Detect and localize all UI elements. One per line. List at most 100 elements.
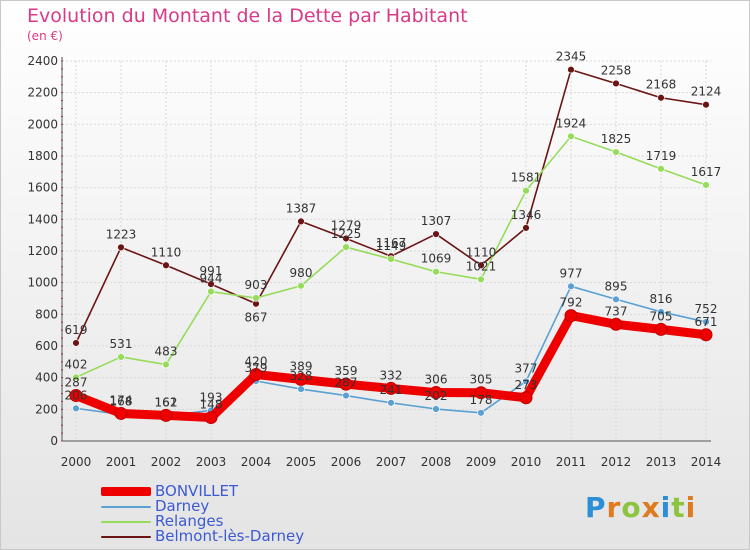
series-point-relanges-2011 bbox=[567, 132, 575, 141]
series-point-belmont-les-darney-2008 bbox=[432, 230, 440, 238]
legend-swatch-belmont bbox=[101, 536, 151, 538]
series-point-darney-2008 bbox=[432, 405, 440, 413]
x-tick-label-2005: 2005 bbox=[286, 455, 317, 469]
data-label-relanges-2000: 402 bbox=[65, 357, 88, 371]
series-point-belmont-les-darney-2000 bbox=[72, 339, 80, 347]
series-point-darney-2006 bbox=[342, 391, 350, 400]
series-point-relanges-2005 bbox=[297, 282, 305, 290]
series-point-belmont-les-darney-2005 bbox=[297, 217, 305, 226]
data-label-relanges-2013: 1719 bbox=[646, 149, 677, 163]
x-tick-label-2001: 2001 bbox=[106, 455, 137, 469]
y-tick-label-800: 800 bbox=[35, 307, 58, 321]
data-label-bonvillet-2001: 174 bbox=[110, 393, 133, 407]
series-point-relanges-2000 bbox=[72, 373, 80, 382]
axis-layer: 0 200 400 600 800 1000 1200 1400 1600 1800 2000 220… bbox=[27, 54, 721, 469]
proxiti-logo-letter: i bbox=[685, 491, 697, 524]
data-label-relanges-2007: 1149 bbox=[376, 239, 407, 253]
data-label-belmont-les-darney-2001: 1223 bbox=[106, 227, 137, 241]
data-label-relanges-2008: 1069 bbox=[421, 252, 452, 266]
grid-layer bbox=[62, 60, 711, 442]
data-label-relanges-2012: 1825 bbox=[601, 132, 632, 146]
series-point-bonvillet-2005 bbox=[294, 372, 308, 386]
data-label-darney-2013: 816 bbox=[650, 292, 673, 306]
data-label-belmont-les-darney-2005: 1387 bbox=[286, 201, 317, 215]
series-point-relanges-2009 bbox=[477, 275, 485, 284]
data-label-relanges-2009: 1021 bbox=[466, 259, 497, 273]
y-tick-label-1400: 1400 bbox=[27, 212, 58, 226]
data-label-bonvillet-2012: 737 bbox=[605, 304, 628, 318]
series-point-relanges-2007 bbox=[387, 255, 395, 263]
data-label-belmont-les-darney-2010: 1346 bbox=[511, 208, 542, 222]
data-label-relanges-2001: 531 bbox=[110, 337, 133, 351]
series-point-bonvillet-2009 bbox=[474, 386, 488, 400]
x-tick-label-2007: 2007 bbox=[376, 455, 407, 469]
y-tick-label-200: 200 bbox=[35, 402, 58, 416]
series-point-darney-2005 bbox=[297, 385, 305, 393]
series-point-bonvillet-2008 bbox=[429, 386, 443, 400]
series-point-darney-2010 bbox=[522, 377, 530, 386]
data-label-darney-2005: 328 bbox=[290, 369, 313, 383]
data-label-belmont-les-darney-2012: 2258 bbox=[601, 63, 632, 77]
series-point-bonvillet-2003 bbox=[204, 411, 218, 425]
data-label-bonvillet-2004: 420 bbox=[245, 355, 268, 369]
y-tick-label-1800: 1800 bbox=[27, 149, 58, 163]
legend-swatch-darney bbox=[101, 506, 151, 508]
legend-swatch-relanges bbox=[101, 521, 151, 523]
data-label-relanges-2010: 1581 bbox=[511, 171, 542, 185]
series-point-relanges-2002 bbox=[162, 360, 170, 369]
data-label-relanges-2003: 944 bbox=[200, 272, 223, 286]
series-point-bonvillet-2002 bbox=[159, 408, 173, 422]
series-point-bonvillet-2012 bbox=[609, 317, 623, 331]
y-tick-label-2400: 2400 bbox=[27, 54, 58, 68]
series-point-belmont-les-darney-2013 bbox=[657, 94, 665, 102]
series-point-bonvillet-2004 bbox=[249, 368, 263, 381]
legend-label-bonvillet: BONVILLET bbox=[155, 482, 239, 500]
data-label-darney-2006: 287 bbox=[335, 376, 358, 390]
y-tick-label-1200: 1200 bbox=[27, 244, 58, 258]
series-point-belmont-les-darney-2014 bbox=[702, 100, 710, 109]
x-tick-label-2014: 2014 bbox=[691, 455, 722, 469]
data-label-belmont-les-darney-2007: 1167 bbox=[376, 236, 407, 250]
data-label-relanges-2006: 1225 bbox=[331, 227, 362, 241]
series-point-bonvillet-2011 bbox=[564, 309, 578, 323]
data-label-bonvillet-2010: 273 bbox=[515, 378, 538, 392]
x-tick-label-2004: 2004 bbox=[241, 455, 272, 469]
series-point-relanges-2008 bbox=[432, 268, 440, 276]
data-label-belmont-les-darney-2000: 619 bbox=[65, 323, 88, 337]
data-label-bonvillet-2009: 305 bbox=[470, 373, 493, 387]
data-label-bonvillet-2005: 389 bbox=[290, 359, 313, 373]
data-label-belmont-les-darney-2003: 991 bbox=[200, 264, 223, 278]
y-tick-label-2200: 2200 bbox=[27, 86, 58, 100]
legend-label-belmont: Belmont-lès-Darney bbox=[155, 527, 305, 545]
series-point-relanges-2012 bbox=[612, 148, 620, 156]
series-point-relanges-2001 bbox=[117, 353, 125, 361]
x-tick-label-2008: 2008 bbox=[421, 455, 452, 469]
series-point-bonvillet-2006 bbox=[339, 377, 353, 391]
y-tick-label-2000: 2000 bbox=[27, 117, 58, 131]
data-label-darney-2002: 161 bbox=[155, 396, 178, 410]
series-point-relanges-2010 bbox=[522, 186, 530, 195]
series-point-relanges-2013 bbox=[657, 165, 665, 173]
proxiti-logo: Proxiti bbox=[585, 491, 696, 524]
data-label-darney-2007: 241 bbox=[380, 383, 403, 397]
series-point-bonvillet-2010 bbox=[519, 391, 533, 405]
data-label-darney-2000: 206 bbox=[65, 388, 88, 402]
data-label-relanges-2011: 1924 bbox=[556, 116, 587, 130]
data-label-belmont-les-darney-2008: 1307 bbox=[421, 214, 452, 228]
data-label-belmont-les-darney-2004: 867 bbox=[245, 311, 268, 325]
data-label-darney-2011: 977 bbox=[560, 266, 583, 280]
data-label-relanges-2004: 903 bbox=[245, 278, 268, 292]
data-label-belmont-les-darney-2009: 1110 bbox=[466, 245, 497, 259]
data-label-darney-2014: 752 bbox=[695, 302, 718, 316]
series-point-darney-2000 bbox=[72, 404, 80, 413]
data-label-bonvillet-2002: 162 bbox=[155, 395, 178, 409]
series-point-bonvillet-2001 bbox=[114, 406, 128, 420]
series-point-belmont-les-darney-2006 bbox=[342, 234, 350, 243]
data-label-bonvillet-2013: 705 bbox=[650, 309, 673, 323]
series-point-darney-2014 bbox=[702, 318, 710, 326]
chart-unit-label: (en €) bbox=[27, 29, 63, 43]
proxiti-logo-letter: x bbox=[641, 491, 661, 524]
legend-label-darney: Darney bbox=[155, 497, 210, 515]
x-tick-label-2000: 2000 bbox=[61, 455, 92, 469]
